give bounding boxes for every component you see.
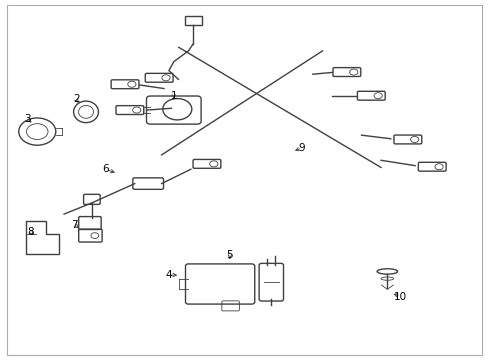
Text: 6: 6	[102, 164, 109, 174]
Text: 3: 3	[24, 114, 31, 124]
Text: 7: 7	[71, 220, 78, 230]
Text: 5: 5	[226, 250, 233, 260]
Text: 10: 10	[393, 292, 407, 302]
Text: 9: 9	[298, 143, 305, 153]
Text: 2: 2	[73, 94, 80, 104]
Text: 4: 4	[165, 270, 172, 280]
Text: 8: 8	[27, 227, 34, 237]
Text: 1: 1	[170, 91, 177, 101]
